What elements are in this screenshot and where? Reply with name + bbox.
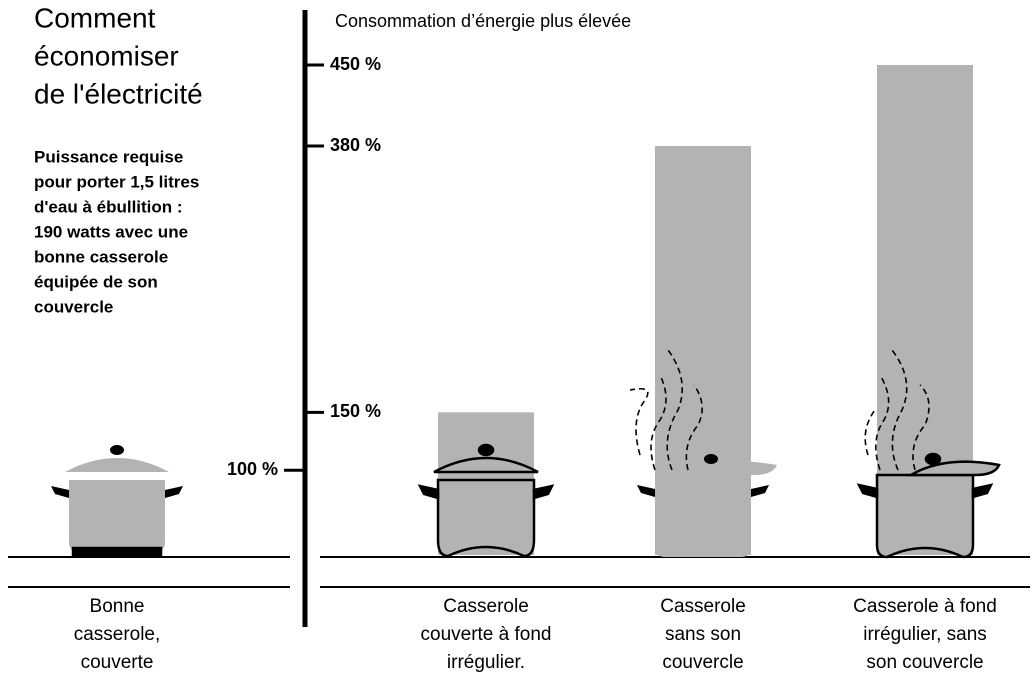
chart-title: économiser: [34, 40, 179, 71]
category-label: sans son: [665, 624, 741, 645]
category-label: Bonne: [90, 596, 145, 617]
category-label: irrégulier.: [447, 652, 525, 673]
category-label: couverte: [81, 652, 154, 673]
description: 190 watts avec une: [34, 222, 188, 241]
description: pour porter 1,5 litres: [34, 172, 199, 191]
category-label: Casserole: [443, 596, 529, 617]
category-label: irrégulier, sans: [863, 624, 987, 645]
text-block: Comment économiser de l'électricité Puissan…: [34, 2, 997, 673]
axis-label: Consommation d’énergie plus élevée: [335, 11, 631, 31]
category-label: Casserole: [660, 596, 746, 617]
description: Puissance requise: [34, 147, 183, 166]
y-tick-label: 100 %: [227, 459, 278, 479]
description: couvercle: [34, 297, 113, 316]
category-label: couvercle: [662, 652, 743, 673]
y-tick-label: 150 %: [330, 401, 381, 421]
category-label: couverte à fond: [421, 624, 552, 645]
chart-title: de l'électricité: [34, 78, 203, 109]
category-label: casserole,: [74, 624, 161, 645]
chart-title: Comment: [34, 2, 156, 33]
y-tick-label: 450 %: [330, 54, 381, 74]
category-label: son couvercle: [866, 652, 983, 673]
description: équipée de son: [34, 272, 158, 291]
chart: Consommation d’énergie plus élevée: [0, 0, 1034, 677]
description: d'eau à ébullition :: [34, 197, 183, 216]
y-tick-label: 380 %: [330, 135, 381, 155]
category-label: Casserole à fond: [853, 596, 997, 617]
description: bonne casserole: [34, 247, 168, 266]
